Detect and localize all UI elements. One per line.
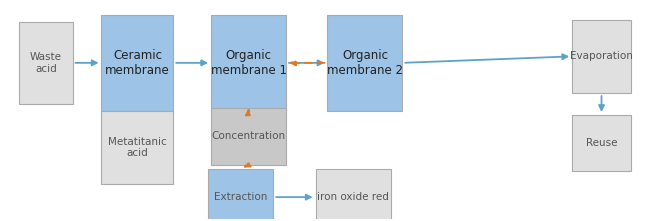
FancyBboxPatch shape [211, 108, 286, 165]
Text: Concentration: Concentration [211, 131, 285, 141]
Text: Reuse: Reuse [586, 138, 617, 148]
Text: Organic
membrane 2: Organic membrane 2 [327, 49, 403, 77]
FancyBboxPatch shape [572, 115, 631, 171]
FancyBboxPatch shape [572, 19, 631, 93]
FancyBboxPatch shape [101, 15, 173, 110]
FancyBboxPatch shape [327, 15, 402, 110]
FancyBboxPatch shape [101, 110, 173, 184]
Text: Evaporation: Evaporation [570, 51, 633, 61]
FancyBboxPatch shape [315, 169, 391, 221]
Text: Extraction: Extraction [214, 192, 267, 202]
Text: Metatitanic
acid: Metatitanic acid [108, 137, 167, 158]
Text: iron oxide red: iron oxide red [317, 192, 389, 202]
Text: Ceramic
membrane: Ceramic membrane [105, 49, 170, 77]
Text: Organic
membrane 1: Organic membrane 1 [211, 49, 287, 77]
FancyBboxPatch shape [211, 15, 286, 110]
FancyBboxPatch shape [19, 22, 73, 104]
Text: Waste
acid: Waste acid [30, 52, 62, 74]
FancyBboxPatch shape [208, 169, 273, 221]
